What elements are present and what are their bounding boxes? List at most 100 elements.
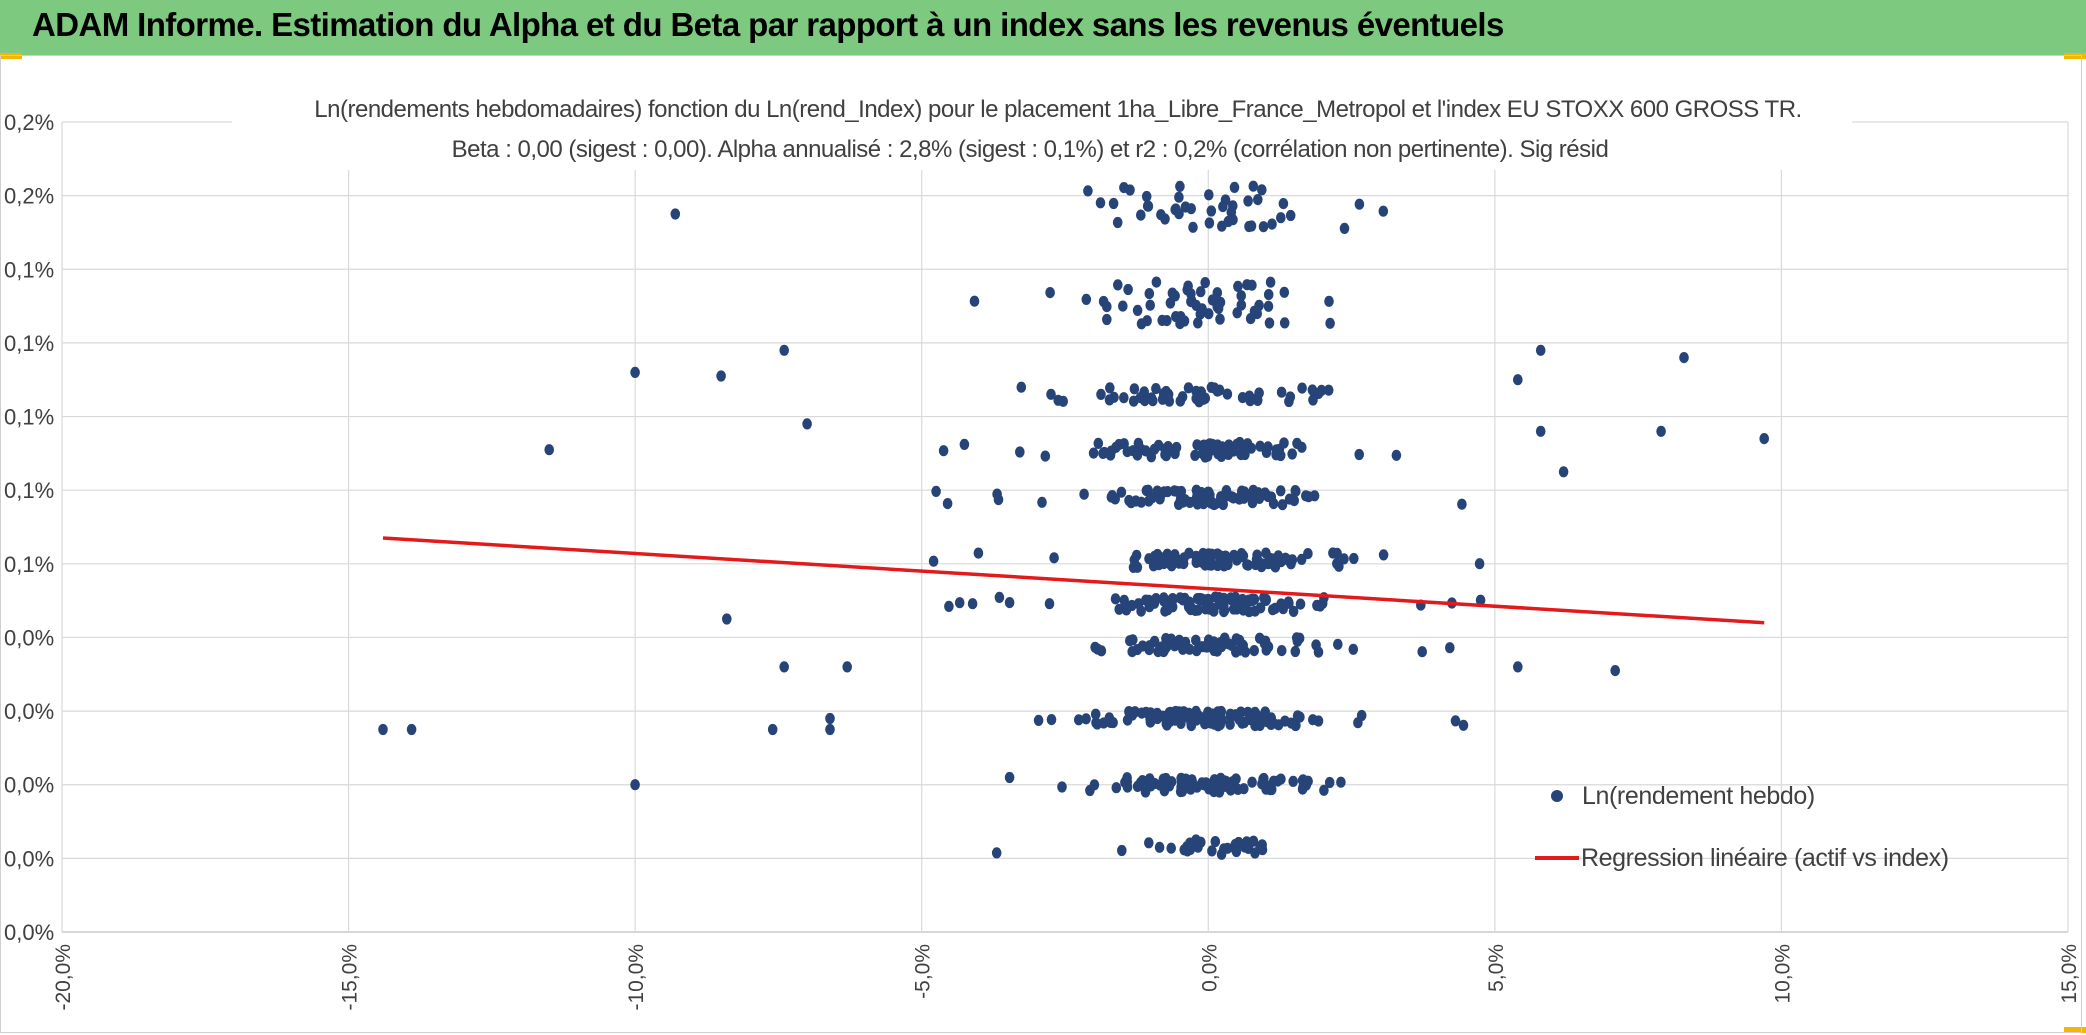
data-point bbox=[1177, 593, 1188, 606]
data-point bbox=[1192, 490, 1202, 502]
data-point bbox=[944, 600, 954, 613]
data-point bbox=[1513, 374, 1523, 386]
data-point bbox=[1222, 842, 1233, 854]
data-point bbox=[1276, 212, 1286, 224]
data-point bbox=[1141, 445, 1151, 457]
data-point bbox=[954, 597, 965, 609]
data-point bbox=[1288, 605, 1299, 618]
data-point bbox=[1242, 279, 1252, 291]
data-point bbox=[1275, 485, 1286, 497]
regression-line bbox=[382, 536, 1765, 625]
data-point bbox=[1178, 711, 1189, 723]
data-point bbox=[1135, 392, 1146, 404]
data-point bbox=[1121, 604, 1132, 616]
data-point bbox=[1141, 190, 1152, 203]
data-point bbox=[1109, 391, 1119, 403]
data-point bbox=[1176, 772, 1186, 784]
data-point bbox=[1198, 439, 1209, 451]
data-point bbox=[1279, 317, 1290, 329]
data-point bbox=[1328, 547, 1338, 559]
chart-legend: Ln(rendement hebdo) Regression linéaire … bbox=[1535, 776, 1975, 886]
data-point bbox=[1219, 604, 1230, 616]
data-point bbox=[1102, 313, 1112, 326]
data-point bbox=[1243, 594, 1254, 606]
data-point bbox=[1200, 559, 1210, 571]
legend-item-regression: Regression linéaire (actif vs index) bbox=[1535, 838, 1949, 878]
data-point bbox=[1088, 447, 1099, 459]
data-point bbox=[1151, 276, 1162, 288]
x-tick-label: 10,0% bbox=[1771, 944, 1794, 1004]
data-point bbox=[1312, 599, 1322, 612]
data-point bbox=[779, 344, 789, 356]
data-point bbox=[1129, 383, 1140, 395]
data-point bbox=[1258, 221, 1269, 233]
data-point bbox=[1261, 644, 1272, 656]
data-point bbox=[1307, 384, 1318, 396]
data-point bbox=[1236, 706, 1246, 718]
data-point bbox=[1081, 293, 1092, 305]
data-point bbox=[1458, 719, 1469, 731]
data-point bbox=[1114, 603, 1124, 615]
x-tick-label: -15,0% bbox=[339, 944, 362, 1011]
data-point bbox=[1153, 439, 1164, 451]
data-point bbox=[1253, 194, 1263, 206]
x-tick-label: -5,0% bbox=[912, 944, 935, 999]
data-point bbox=[1259, 635, 1269, 648]
data-point bbox=[1118, 300, 1128, 312]
data-point bbox=[1191, 550, 1201, 562]
data-point bbox=[1308, 394, 1318, 406]
x-tick-label: 0,0% bbox=[1198, 944, 1221, 992]
data-point bbox=[1117, 844, 1127, 857]
data-point bbox=[767, 723, 778, 736]
data-point bbox=[1193, 317, 1203, 329]
data-point bbox=[1033, 714, 1044, 727]
data-point bbox=[1165, 297, 1176, 309]
data-point bbox=[1475, 594, 1486, 606]
data-point bbox=[1144, 288, 1155, 300]
data-point bbox=[1167, 594, 1178, 607]
data-point bbox=[1125, 184, 1135, 196]
data-point bbox=[1131, 495, 1141, 507]
data-point bbox=[1243, 706, 1253, 718]
data-point bbox=[1175, 311, 1186, 323]
data-point bbox=[1004, 771, 1015, 784]
data-point bbox=[1167, 637, 1178, 649]
data-point bbox=[544, 444, 554, 456]
data-point bbox=[1092, 643, 1103, 655]
data-point bbox=[1212, 439, 1223, 451]
data-point bbox=[1231, 773, 1241, 785]
data-point bbox=[1122, 714, 1133, 726]
data-point bbox=[1323, 384, 1334, 396]
data-point bbox=[1202, 641, 1212, 653]
data-point bbox=[1246, 220, 1257, 232]
data-point bbox=[1201, 777, 1211, 789]
data-point bbox=[1610, 665, 1620, 677]
legend-marker-line bbox=[1535, 856, 1579, 860]
y-tick-label: 0,1% bbox=[4, 478, 54, 503]
data-point bbox=[1200, 451, 1210, 463]
data-point bbox=[1215, 296, 1226, 308]
data-point bbox=[1195, 286, 1206, 298]
data-point bbox=[991, 847, 1002, 859]
data-point bbox=[1108, 197, 1119, 210]
data-point bbox=[1175, 180, 1185, 192]
data-point bbox=[1267, 218, 1277, 230]
data-point bbox=[1207, 845, 1217, 857]
regression-line-group bbox=[382, 536, 1765, 625]
data-point bbox=[1195, 712, 1206, 724]
data-point bbox=[1288, 775, 1298, 788]
data-point bbox=[1216, 705, 1226, 718]
legend-marker-dot bbox=[1551, 790, 1563, 802]
data-point bbox=[1214, 715, 1224, 728]
data-point bbox=[967, 598, 978, 610]
data-point bbox=[1174, 208, 1184, 220]
data-point bbox=[1222, 781, 1233, 793]
data-point bbox=[1250, 720, 1260, 732]
data-point bbox=[969, 295, 980, 307]
data-point bbox=[1119, 438, 1129, 450]
data-point bbox=[1263, 300, 1274, 312]
data-point bbox=[1015, 446, 1025, 458]
data-point bbox=[1146, 392, 1157, 404]
data-point bbox=[1157, 710, 1168, 722]
data-point bbox=[1283, 554, 1293, 566]
